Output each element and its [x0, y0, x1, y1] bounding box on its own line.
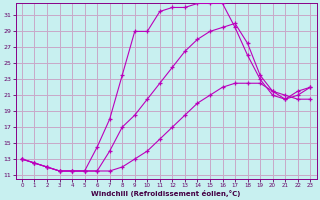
X-axis label: Windchill (Refroidissement éolien,°C): Windchill (Refroidissement éolien,°C) — [92, 190, 241, 197]
